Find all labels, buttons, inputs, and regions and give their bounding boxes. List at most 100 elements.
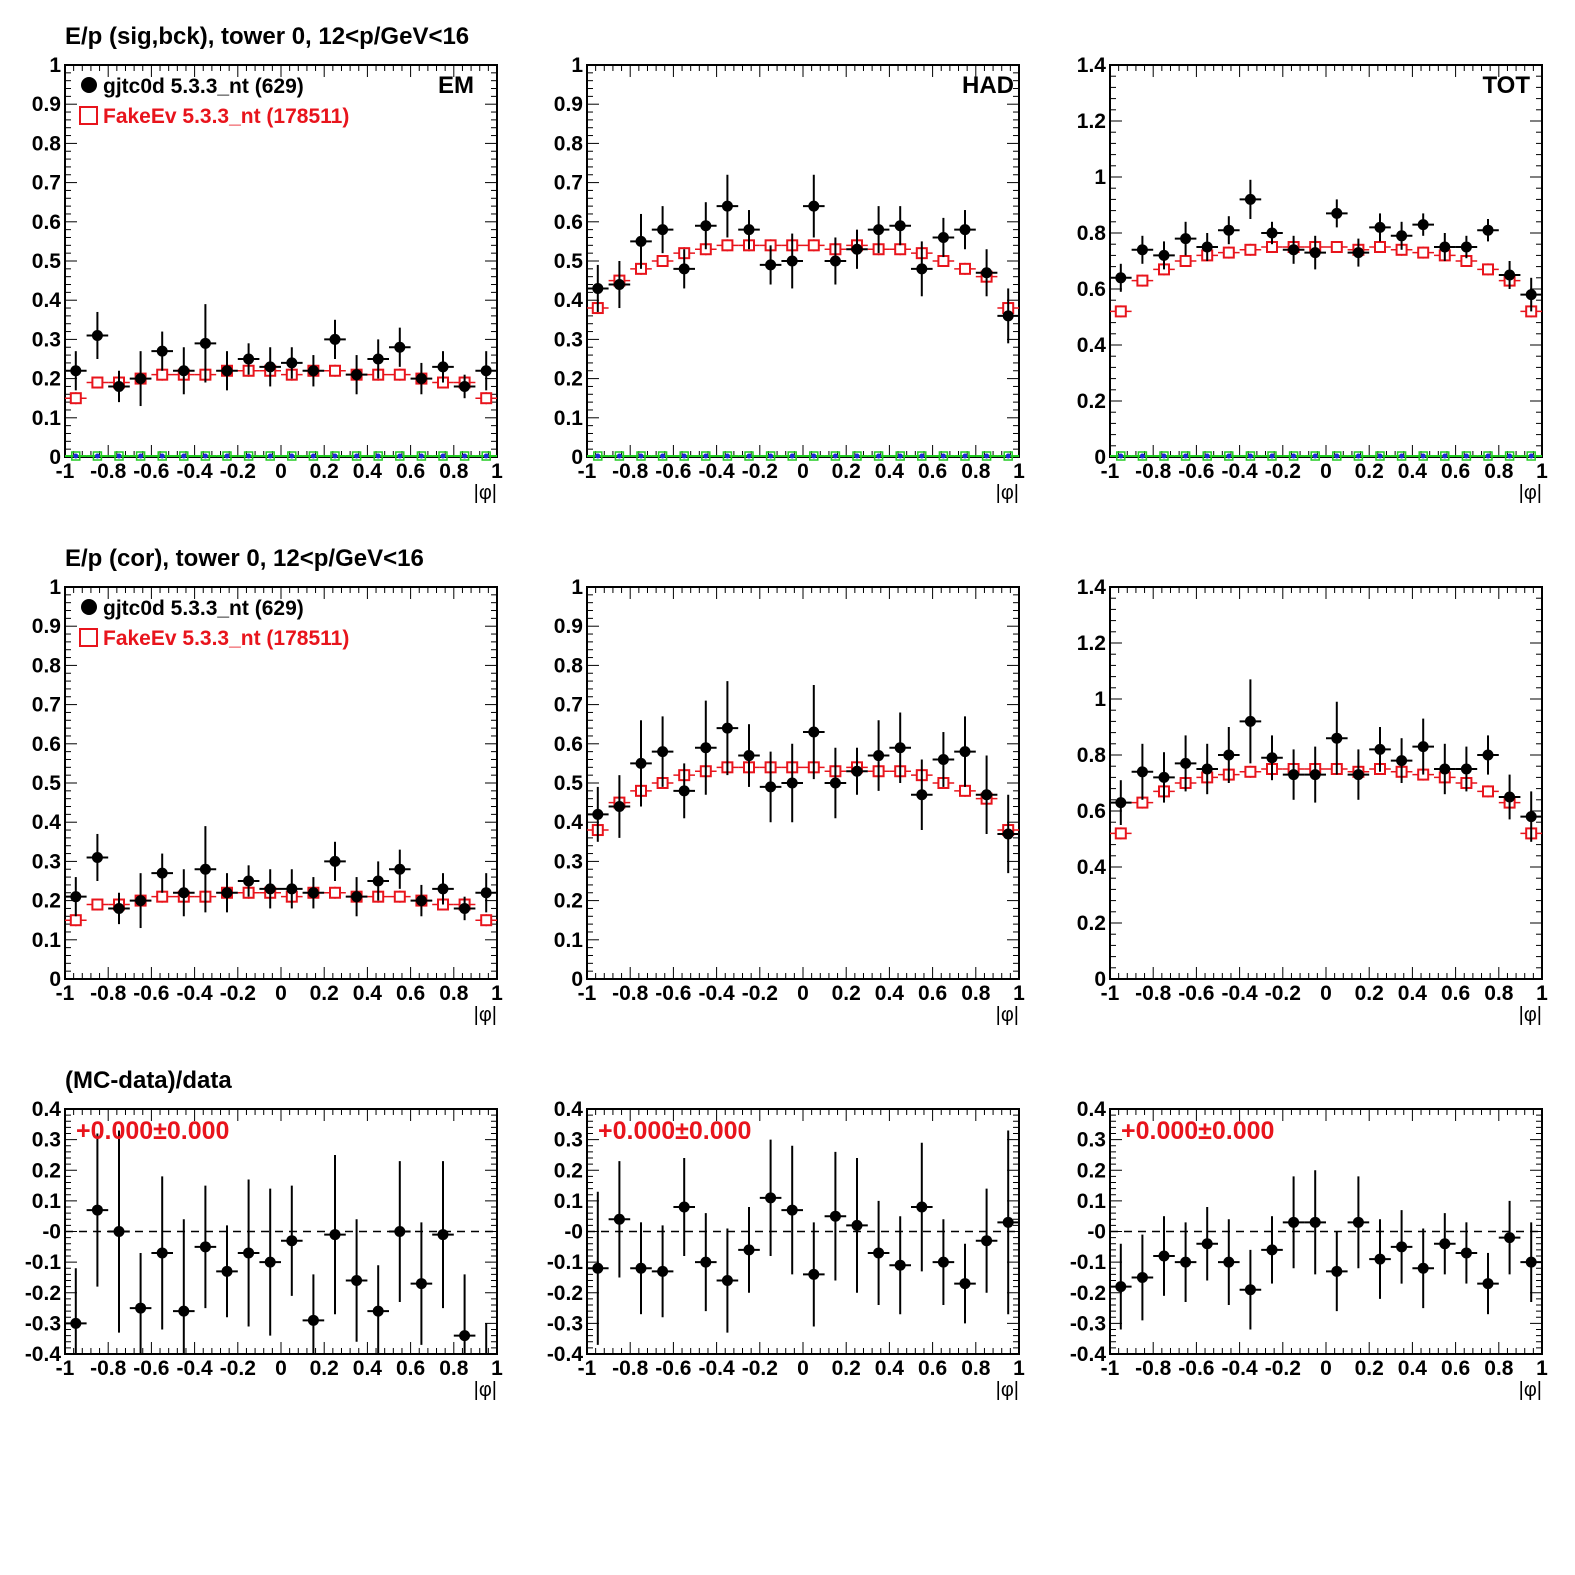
- mc-marker: [1114, 827, 1127, 840]
- y-tick-label: 0.3: [1077, 1129, 1106, 1152]
- data-point: [1482, 1278, 1494, 1290]
- x-tick-label: 0.6: [396, 460, 425, 483]
- data-point: [307, 1314, 319, 1326]
- data-point: [135, 895, 147, 907]
- data-point: [1158, 1250, 1170, 1262]
- zero-series-marker: [438, 451, 448, 461]
- x-tick-label: 0.6: [918, 982, 947, 1005]
- y-tick-label: -0.3: [25, 1312, 61, 1335]
- zero-series-point: [1204, 453, 1210, 459]
- y-tick-label: 0.2: [554, 890, 583, 913]
- x-tick-label: 0: [275, 460, 287, 483]
- data-point: [459, 380, 471, 392]
- x-tick-label: -0.6: [655, 1357, 691, 1380]
- mc-marker: [1222, 246, 1235, 259]
- data-point: [916, 263, 928, 275]
- x-tick-label: 0.2: [1355, 460, 1384, 483]
- x-tick-label: -1: [578, 1357, 597, 1380]
- legend-data-label: gjtc0d 5.3.3_nt (629): [103, 75, 304, 98]
- y-tick-label: 1.4: [1077, 576, 1107, 599]
- y-tick-label: 0: [1094, 446, 1106, 469]
- zero-series-marker: [614, 451, 625, 461]
- x-axis-label: |φ|: [996, 482, 1019, 504]
- zero-series-marker: [222, 451, 232, 461]
- zero-series-point: [483, 453, 489, 459]
- data-point: [1331, 732, 1343, 744]
- y-tick-label: 0.3: [554, 328, 583, 351]
- zero-series-marker: [830, 451, 841, 461]
- x-tick-label: -0.8: [612, 1357, 649, 1380]
- mc-marker: [329, 886, 341, 899]
- zero-series-marker: [1245, 451, 1256, 461]
- zero-series-marker: [1310, 451, 1320, 461]
- x-tick-label: 0.6: [396, 1357, 425, 1380]
- x-tick-label: -1: [578, 982, 597, 1005]
- x-tick-label: 0.8: [1484, 460, 1514, 483]
- data-point: [394, 1226, 406, 1237]
- y-tick-label: 0.4: [32, 811, 62, 834]
- x-tick-label: 0.6: [396, 982, 425, 1005]
- data-point: [1288, 769, 1300, 781]
- x-tick-label: -0.4: [177, 1357, 214, 1380]
- zero-series-marker: [373, 451, 383, 461]
- zero-series-point: [1005, 453, 1011, 459]
- y-tick-label: 0.6: [1077, 800, 1106, 823]
- zero-series-point: [1355, 453, 1361, 459]
- data-point: [351, 369, 363, 381]
- data-point: [1331, 1265, 1343, 1277]
- y-tick-label: 0.6: [1077, 278, 1106, 301]
- zero-series-point: [746, 453, 752, 459]
- legend-data-marker: [81, 599, 97, 615]
- data-point: [91, 329, 103, 341]
- panel-label-em: EM: [438, 72, 474, 99]
- data-point: [1002, 1216, 1014, 1228]
- zero-series-point: [375, 453, 381, 459]
- legend-mc-label: FakeEv 5.3.3_nt (178511): [103, 627, 349, 650]
- y-tick-label: 0.2: [1077, 912, 1106, 935]
- zero-series-marker: [179, 451, 189, 461]
- x-tick-label: -0.2: [1265, 460, 1301, 483]
- data-point: [113, 1226, 125, 1237]
- data-point: [1223, 749, 1235, 761]
- zero-series-marker: [787, 451, 797, 461]
- y-tick-label: 0.9: [32, 615, 61, 638]
- data-point: [1374, 743, 1386, 755]
- data-point: [1266, 227, 1278, 239]
- data-point: [156, 867, 168, 879]
- y-tick-label: 1.2: [1077, 110, 1106, 133]
- data-point: [91, 851, 103, 863]
- data-point: [70, 891, 82, 903]
- y-tick-label: 0.2: [554, 1159, 583, 1182]
- data-point: [808, 726, 820, 738]
- x-tick-label: 1: [1013, 982, 1025, 1005]
- data-point: [1180, 233, 1192, 245]
- x-tick-label: 1: [491, 982, 503, 1005]
- x-tick-label: 1: [1536, 460, 1548, 483]
- data-point: [156, 1247, 168, 1259]
- mc-marker: [959, 262, 971, 275]
- data-point: [1439, 763, 1451, 775]
- ratio-label-em: +0.000±0.000: [76, 1117, 229, 1145]
- data-point: [1396, 755, 1408, 767]
- x-tick-label: 0.2: [832, 460, 861, 483]
- zero-series-point: [73, 453, 79, 459]
- data-point: [700, 742, 712, 754]
- mc-marker: [937, 255, 950, 267]
- zero-series-marker: [1116, 451, 1126, 461]
- zero-series-point: [1247, 453, 1253, 459]
- y-tick-label: -0.3: [1070, 1312, 1106, 1335]
- y-tick-label: -0.2: [25, 1282, 61, 1305]
- x-tick-label: 0.8: [1484, 982, 1514, 1005]
- y-tick-label: -0: [42, 1221, 61, 1244]
- zero-series-point: [854, 453, 860, 459]
- x-axis-label: |φ|: [474, 1379, 497, 1401]
- y-tick-label: 0.2: [32, 368, 61, 391]
- x-tick-label: 1: [491, 460, 503, 483]
- y-tick-label: -0.4: [25, 1343, 62, 1366]
- x-tick-label: -0.2: [220, 460, 256, 483]
- y-tick-label: 1: [49, 576, 61, 599]
- x-tick-label: 0.2: [1355, 982, 1384, 1005]
- data-point: [1180, 757, 1192, 769]
- zero-series-point: [595, 453, 601, 459]
- x-tick-label: -1: [1101, 1357, 1120, 1380]
